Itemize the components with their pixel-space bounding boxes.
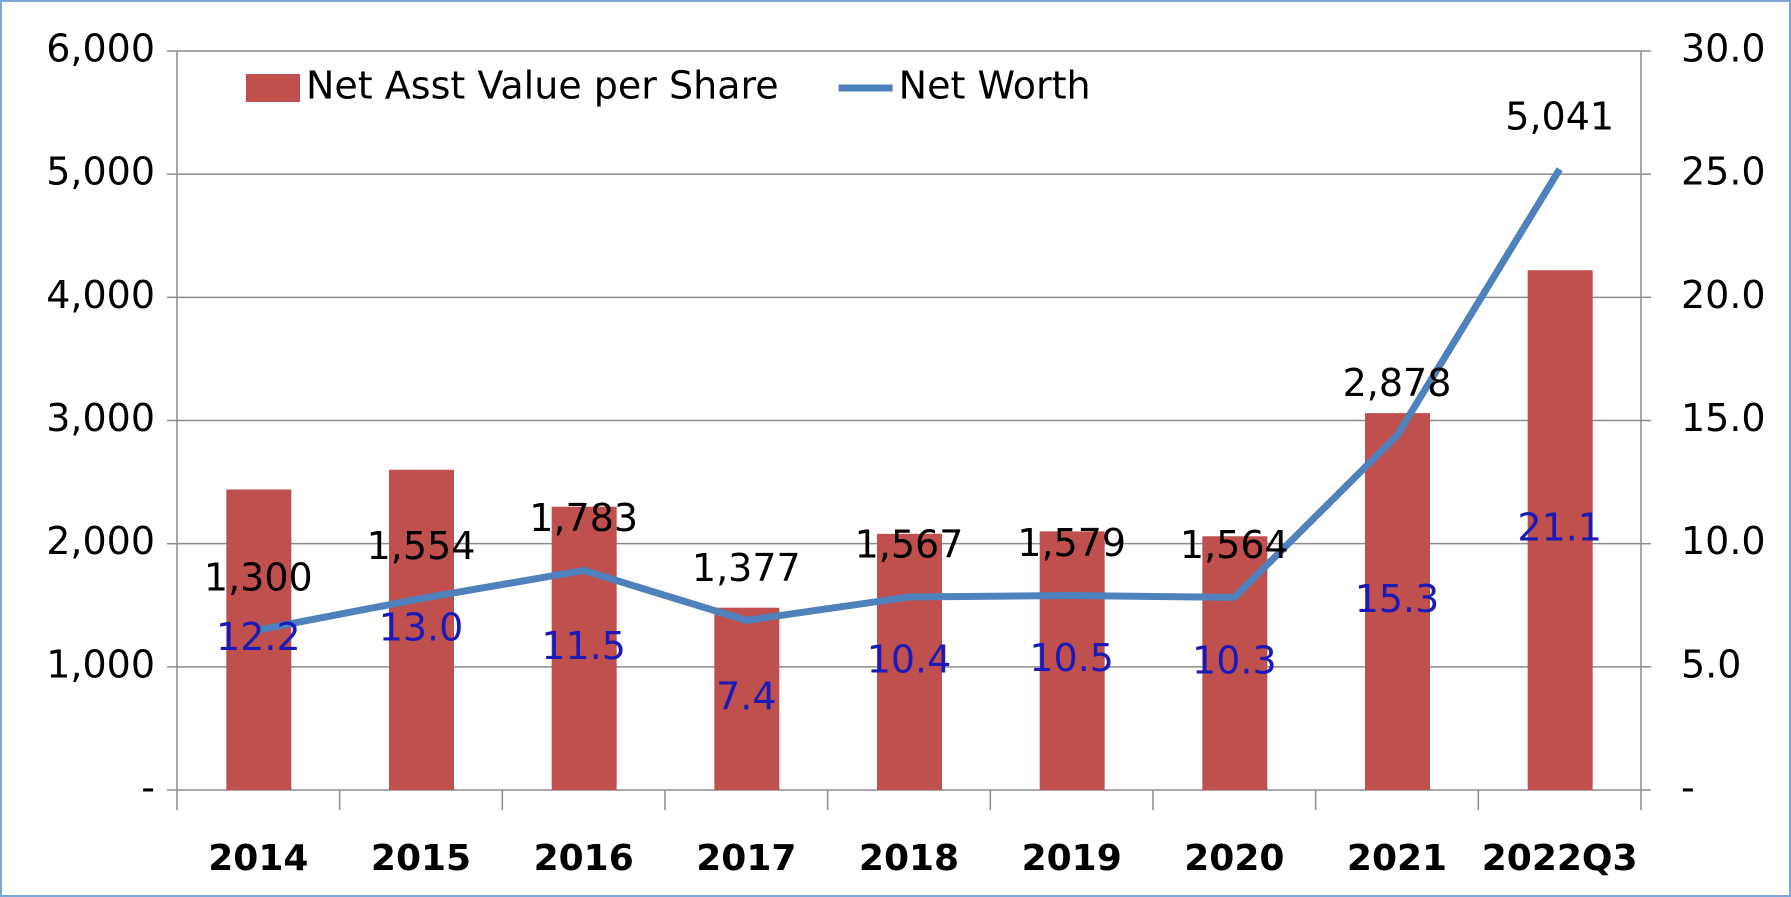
legend-swatch: [246, 74, 300, 102]
bar: [226, 489, 292, 790]
y2-tick-label: 5.0: [1681, 642, 1741, 686]
x-tick-label: 2014: [208, 838, 308, 879]
y-tick-label: -: [141, 766, 155, 810]
bar: [1527, 270, 1593, 790]
y-tick-label: 3,000: [46, 396, 155, 440]
data-label: 2,878: [1343, 361, 1452, 405]
x-tick-label: 2021: [1347, 838, 1447, 879]
x-tick-label: 2019: [1022, 838, 1122, 879]
x-tick-label: 2022Q3: [1482, 838, 1638, 879]
line: [257, 167, 1563, 634]
data-label: 11.5: [541, 624, 626, 668]
bar: [877, 533, 942, 790]
data-label: 1,567: [855, 522, 964, 566]
data-label: 13.0: [379, 605, 464, 649]
y-tick-label: 4,000: [46, 273, 155, 317]
y2-tick-label: 20.0: [1681, 273, 1766, 317]
data-label: 10.3: [1192, 639, 1277, 683]
data-label: 7.4: [716, 674, 776, 718]
legend-label: Net Asst Value per Share: [306, 64, 779, 108]
data-label: 12.2: [216, 615, 301, 659]
y2-tick-label: -: [1681, 766, 1695, 810]
bar: [714, 607, 780, 790]
y2-tick-label: 30.0: [1681, 27, 1766, 71]
x-tick-label: 2017: [696, 838, 796, 879]
data-label: 5,041: [1505, 95, 1614, 139]
y2-tick-label: 15.0: [1681, 396, 1766, 440]
x-tick-label: 2015: [371, 838, 471, 879]
bar: [1039, 531, 1105, 790]
x-tick-label: 2016: [534, 838, 634, 879]
y-tick-label: 6,000: [46, 27, 155, 71]
data-label: 10.5: [1029, 636, 1114, 680]
y2-tick-label: 10.0: [1681, 519, 1766, 563]
data-label: 21.1: [1517, 506, 1602, 550]
bar: [1365, 413, 1430, 790]
legend-label: Net Worth: [899, 64, 1091, 108]
data-label: 15.3: [1355, 577, 1440, 621]
bar: [389, 469, 454, 790]
data-label: 1,564: [1180, 523, 1289, 567]
y-tick-label: 2,000: [46, 519, 155, 563]
y-tick-label: 1,000: [46, 642, 155, 686]
data-label: 10.4: [867, 637, 952, 681]
data-label: 1,783: [529, 496, 638, 540]
y-tick-label: 5,000: [46, 150, 155, 194]
bar: [551, 506, 617, 790]
x-tick-label: 2020: [1184, 838, 1284, 879]
data-label: 1,300: [204, 555, 313, 599]
data-label: 1,554: [367, 524, 476, 568]
x-tick-label: 2018: [859, 838, 959, 879]
data-label: 1,579: [1017, 521, 1126, 565]
data-label: 1,377: [692, 546, 801, 590]
y2-tick-label: 25.0: [1681, 150, 1766, 194]
